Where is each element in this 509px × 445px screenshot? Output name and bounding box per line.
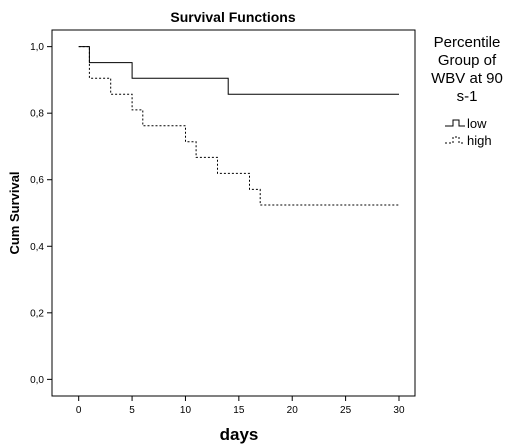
y-tick-label: 0,0 xyxy=(30,375,44,386)
legend-title: Percentile Group of WBV at 90 s-1 xyxy=(431,34,503,105)
y-axis-label: Cum Survival xyxy=(7,171,22,254)
x-tick-label: 20 xyxy=(287,405,299,416)
x-tick-label: 25 xyxy=(340,405,352,416)
x-tick-label: 5 xyxy=(129,405,135,416)
y-tick-label: 0,6 xyxy=(30,175,44,186)
axes: 0 5 10 15 20 25 30 0,0 0,2 0,4 0,6 0,8 1,0 xyxy=(30,42,405,416)
plot-frame xyxy=(51,29,416,397)
legend-swatch-low xyxy=(445,119,465,127)
x-tick-label: 30 xyxy=(393,405,405,416)
legend-label-low: low xyxy=(467,116,487,131)
series-layer xyxy=(78,46,399,206)
y-tick-label: 0,2 xyxy=(30,308,44,319)
y-tick-label: 0,4 xyxy=(30,242,44,253)
series-line-low xyxy=(78,46,399,95)
legend-swatch-high xyxy=(445,136,465,144)
series-line-high xyxy=(78,46,399,206)
x-axis-label: days xyxy=(220,425,259,444)
x-tick-label: 10 xyxy=(180,405,192,416)
y-tick-label: 0,8 xyxy=(30,109,44,120)
x-tick-label: 15 xyxy=(233,405,245,416)
legend-label-high: high xyxy=(467,133,492,148)
y-tick-label: 1,0 xyxy=(30,42,44,53)
chart-title: Survival Functions xyxy=(170,9,295,25)
x-tick-label: 0 xyxy=(76,405,82,416)
